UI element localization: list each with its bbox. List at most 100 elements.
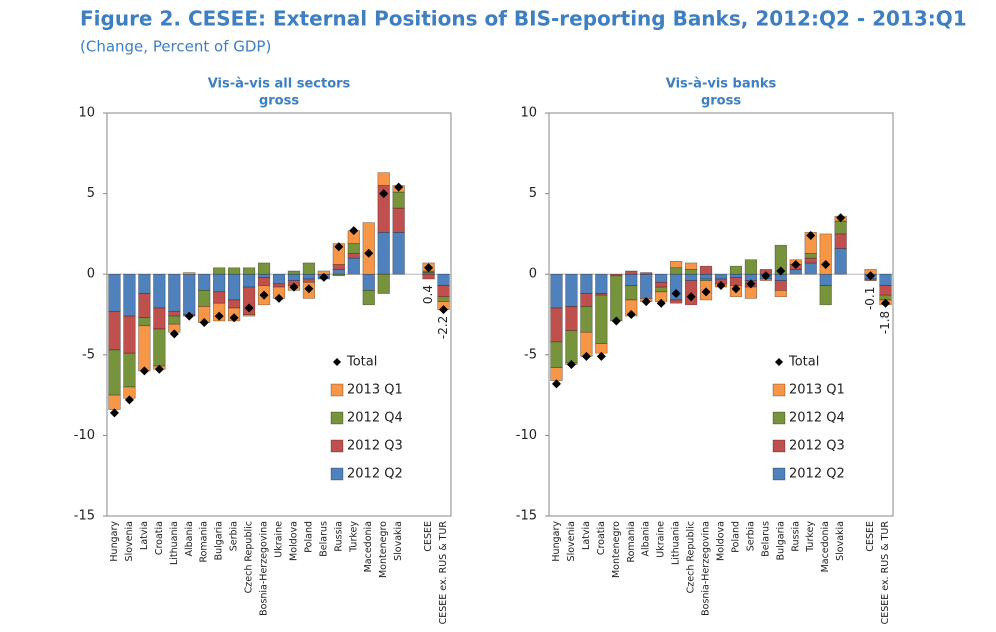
x-tick-label: Romania <box>626 521 637 563</box>
bar-segment <box>287 273 301 281</box>
legend-label: 2012 Q2 <box>789 467 845 482</box>
total-marker <box>154 364 164 374</box>
total-marker <box>394 182 404 192</box>
bar-segment <box>437 273 450 286</box>
total-marker <box>259 290 269 300</box>
x-tick-label: Russia <box>333 521 344 552</box>
bar-segment <box>108 349 121 396</box>
bar-segment <box>684 262 698 270</box>
bar-segment <box>595 273 608 294</box>
bar-segment <box>819 233 832 275</box>
bar-segment <box>804 257 817 264</box>
legend-swatch <box>772 467 786 481</box>
bar-segment <box>565 273 578 307</box>
legend-swatch <box>330 383 344 397</box>
total-marker <box>596 351 606 361</box>
y-tick-label: 0 <box>87 267 95 282</box>
x-tick-label: Slovakia <box>393 521 404 561</box>
legend-label: 2013 Q1 <box>347 383 403 398</box>
y-tick-label: 5 <box>529 186 537 201</box>
bar-segment <box>789 269 802 275</box>
bar-segment <box>834 233 847 249</box>
bar-segment <box>272 273 286 285</box>
bar-segment <box>565 330 578 364</box>
bar-segment <box>138 325 151 372</box>
y-tick-label: -10 <box>74 428 95 443</box>
bar-segment <box>625 270 638 275</box>
legend-marker <box>333 358 341 366</box>
bar-segment <box>879 285 892 296</box>
total-marker <box>776 266 786 276</box>
total-marker <box>319 272 329 282</box>
legend-label: Total <box>788 355 819 370</box>
bar-segment <box>580 293 593 307</box>
x-tick-label: Lithuania <box>169 521 180 565</box>
bar-segment <box>699 273 713 280</box>
total-marker <box>611 316 621 326</box>
chart-subtitle: gross <box>259 94 299 109</box>
total-marker <box>551 379 561 389</box>
x-tick-label: Moldova <box>716 521 727 561</box>
y-tick-label: -15 <box>516 509 537 524</box>
bar-segment <box>595 343 608 354</box>
total-marker <box>274 293 284 303</box>
y-tick-label: -5 <box>524 347 537 362</box>
bar-segment <box>153 307 166 330</box>
bar-segment <box>168 273 181 312</box>
bar-segment <box>108 310 121 351</box>
bar-segment <box>625 285 638 301</box>
x-tick-label: Bosnia-Herzegovina <box>701 521 712 616</box>
bar-segment <box>257 273 271 278</box>
x-tick-label: Bosnia-Herzegovina <box>259 521 270 616</box>
total-marker <box>806 231 816 241</box>
bar-segment <box>362 273 375 291</box>
x-tick-label: Bulgaria <box>775 521 786 560</box>
x-tick-label: Poland <box>730 521 741 553</box>
total-marker <box>701 287 711 297</box>
legend-swatch <box>330 439 344 453</box>
bar-segment <box>138 273 151 294</box>
x-tick-label: Russia <box>790 521 801 552</box>
bar-segment <box>437 296 450 302</box>
bar-segment <box>332 273 345 277</box>
bar-segment <box>377 231 390 275</box>
x-tick-label: Lithuania <box>671 521 682 565</box>
bar-segment <box>347 257 360 275</box>
total-marker <box>364 248 374 258</box>
total-marker <box>716 280 726 290</box>
bar-segment <box>550 367 563 381</box>
bar-segment <box>183 272 196 275</box>
total-marker <box>229 313 239 323</box>
bar-segment <box>332 269 345 275</box>
x-tick-label: Ukraine <box>656 521 667 558</box>
total-marker <box>334 242 344 252</box>
x-tick-label: Croatia <box>596 521 607 555</box>
bar-segment <box>213 267 226 275</box>
plot-frame <box>106 112 452 517</box>
bar-segment <box>580 306 593 333</box>
bar-segment <box>834 220 847 235</box>
bar-segment <box>610 275 623 322</box>
x-tick-label: Montenegro <box>611 521 622 578</box>
total-marker <box>379 189 389 199</box>
bar-segment <box>302 273 316 280</box>
bar-segment <box>227 273 241 301</box>
x-tick-label: Hungary <box>551 521 562 562</box>
total-marker <box>199 318 209 328</box>
bar-segment <box>213 273 226 293</box>
bar-segment <box>550 341 563 368</box>
bar-segment <box>392 231 405 275</box>
bar-segment <box>123 273 136 317</box>
bar-segment <box>550 307 563 343</box>
total-marker <box>139 366 149 376</box>
value-label: -2.2 <box>436 316 450 339</box>
bar-segment <box>302 262 316 275</box>
bar-segment <box>669 267 683 275</box>
bar-segment <box>744 259 758 275</box>
value-label: 0.4 <box>421 285 435 304</box>
legend-label: 2012 Q4 <box>347 411 403 426</box>
total-marker <box>169 329 179 339</box>
bar-segment <box>242 273 256 288</box>
total-marker <box>581 351 591 361</box>
bar-segment <box>362 222 375 275</box>
